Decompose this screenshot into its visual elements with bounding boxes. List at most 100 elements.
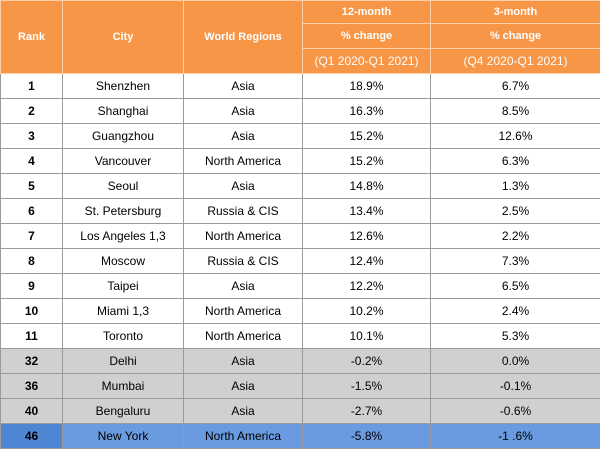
table-cell: North America [183, 298, 303, 324]
table-cell: Bengaluru [62, 398, 184, 424]
table-cell: 46 [0, 423, 63, 449]
table-cell: Toronto [62, 323, 184, 349]
table-cell: Asia [183, 273, 303, 299]
table-cell: 5.3% [430, 323, 600, 349]
table-cell: Asia [183, 123, 303, 149]
table-cell: 1.3% [430, 173, 600, 199]
table-row: 36 Mumbai Asia -1.5% -0.1% [0, 373, 600, 399]
table-cell: Seoul [62, 173, 184, 199]
table-row: 2 Shanghai Asia 16.3% 8.5% [0, 98, 600, 124]
table-cell: 15.2% [302, 148, 431, 174]
table-header: Rank City World Regions 12-month 3-month… [0, 0, 600, 74]
table-cell: 4 [0, 148, 63, 174]
table-cell: Los Angeles 1,3 [62, 223, 184, 249]
table-cell: -1.5% [302, 373, 431, 399]
table-cell: -5.8% [302, 423, 431, 449]
table-cell: -2.7% [302, 398, 431, 424]
table-cell: Delhi [62, 348, 184, 374]
table-row: 8 Moscow Russia & CIS 12.4% 7.3% [0, 248, 600, 274]
table-cell: 1 [0, 73, 63, 99]
header-cell: % change [430, 23, 600, 49]
table-cell: 3 [0, 123, 63, 149]
table-cell: 14.8% [302, 173, 431, 199]
table-cell: North America [183, 423, 303, 449]
table-cell: 8 [0, 248, 63, 274]
table-cell: 7 [0, 223, 63, 249]
header-cell: World Regions [183, 0, 303, 74]
table-cell: 6.7% [430, 73, 600, 99]
table-cell: 36 [0, 373, 63, 399]
header-cell: (Q1 2020-Q1 2021) [302, 48, 431, 74]
table-cell: 18.9% [302, 73, 431, 99]
table-cell: 16.3% [302, 98, 431, 124]
header-cell: 12-month [302, 0, 431, 24]
table-row: 46 New York North America -5.8% -1 .6% [0, 423, 600, 449]
table-cell: North America [183, 148, 303, 174]
table-row: 1 Shenzhen Asia 18.9% 6.7% [0, 73, 600, 99]
table-cell: Taipei [62, 273, 184, 299]
table-cell: 5 [0, 173, 63, 199]
table-cell: 2 [0, 98, 63, 124]
table-cell: 13.4% [302, 198, 431, 224]
table-cell: -0.1% [430, 373, 600, 399]
header-cell: City [62, 0, 184, 74]
table-cell: 8.5% [430, 98, 600, 124]
table-cell: 6 [0, 198, 63, 224]
table-row: 10 Miami 1,3 North America 10.2% 2.4% [0, 298, 600, 324]
table-cell: Mumbai [62, 373, 184, 399]
table-cell: -1 .6% [430, 423, 600, 449]
table-row: 7 Los Angeles 1,3 North America 12.6% 2.2% [0, 223, 600, 249]
table-cell: -0.6% [430, 398, 600, 424]
header-cell: % change [302, 23, 431, 49]
table-body: 1 Shenzhen Asia 18.9% 6.7% 2 Shanghai Asia 16.3%… [0, 73, 600, 449]
header-cell: 3-month [430, 0, 600, 24]
table-cell: Shanghai [62, 98, 184, 124]
table-cell: Moscow [62, 248, 184, 274]
table-cell: 10.2% [302, 298, 431, 324]
table-cell: 12.6% [430, 123, 600, 149]
table-cell: 2.5% [430, 198, 600, 224]
table-row: 40 Bengaluru Asia -2.7% -0.6% [0, 398, 600, 424]
table-cell: 10 [0, 298, 63, 324]
table-cell: 40 [0, 398, 63, 424]
table-cell: North America [183, 323, 303, 349]
table-cell: 10.1% [302, 323, 431, 349]
table-cell: -0.2% [302, 348, 431, 374]
table-cell: St. Petersburg [62, 198, 184, 224]
table-row: 5 Seoul Asia 14.8% 1.3% [0, 173, 600, 199]
table-cell: 2.2% [430, 223, 600, 249]
table-cell: 32 [0, 348, 63, 374]
table-cell: Vancouver [62, 148, 184, 174]
table-cell: Asia [183, 173, 303, 199]
table-cell: 12.6% [302, 223, 431, 249]
table-cell: Asia [183, 98, 303, 124]
table-row: 9 Taipei Asia 12.2% 6.5% [0, 273, 600, 299]
table-cell: Asia [183, 373, 303, 399]
table-cell: Shenzhen [62, 73, 184, 99]
table-cell: 2.4% [430, 298, 600, 324]
table-cell: 7.3% [430, 248, 600, 274]
table-cell: 0.0% [430, 348, 600, 374]
table-cell: 12.4% [302, 248, 431, 274]
table-row: 32 Delhi Asia -0.2% 0.0% [0, 348, 600, 374]
table-cell: Asia [183, 73, 303, 99]
table-cell: North America [183, 223, 303, 249]
table-row: 4 Vancouver North America 15.2% 6.3% [0, 148, 600, 174]
table-cell: Asia [183, 348, 303, 374]
table-row: 11 Toronto North America 10.1% 5.3% [0, 323, 600, 349]
table-cell: 9 [0, 273, 63, 299]
table-row: 3 Guangzhou Asia 15.2% 12.6% [0, 123, 600, 149]
table-cell: 6.3% [430, 148, 600, 174]
header-cell: (Q4 2020-Q1 2021) [430, 48, 600, 74]
header-cell: Rank [0, 0, 63, 74]
table-cell: Asia [183, 398, 303, 424]
table-cell: Miami 1,3 [62, 298, 184, 324]
table-cell: Russia & CIS [183, 198, 303, 224]
table-cell: 12.2% [302, 273, 431, 299]
table-cell: Russia & CIS [183, 248, 303, 274]
table-cell: 6.5% [430, 273, 600, 299]
table-cell: Guangzhou [62, 123, 184, 149]
table-cell: 11 [0, 323, 63, 349]
